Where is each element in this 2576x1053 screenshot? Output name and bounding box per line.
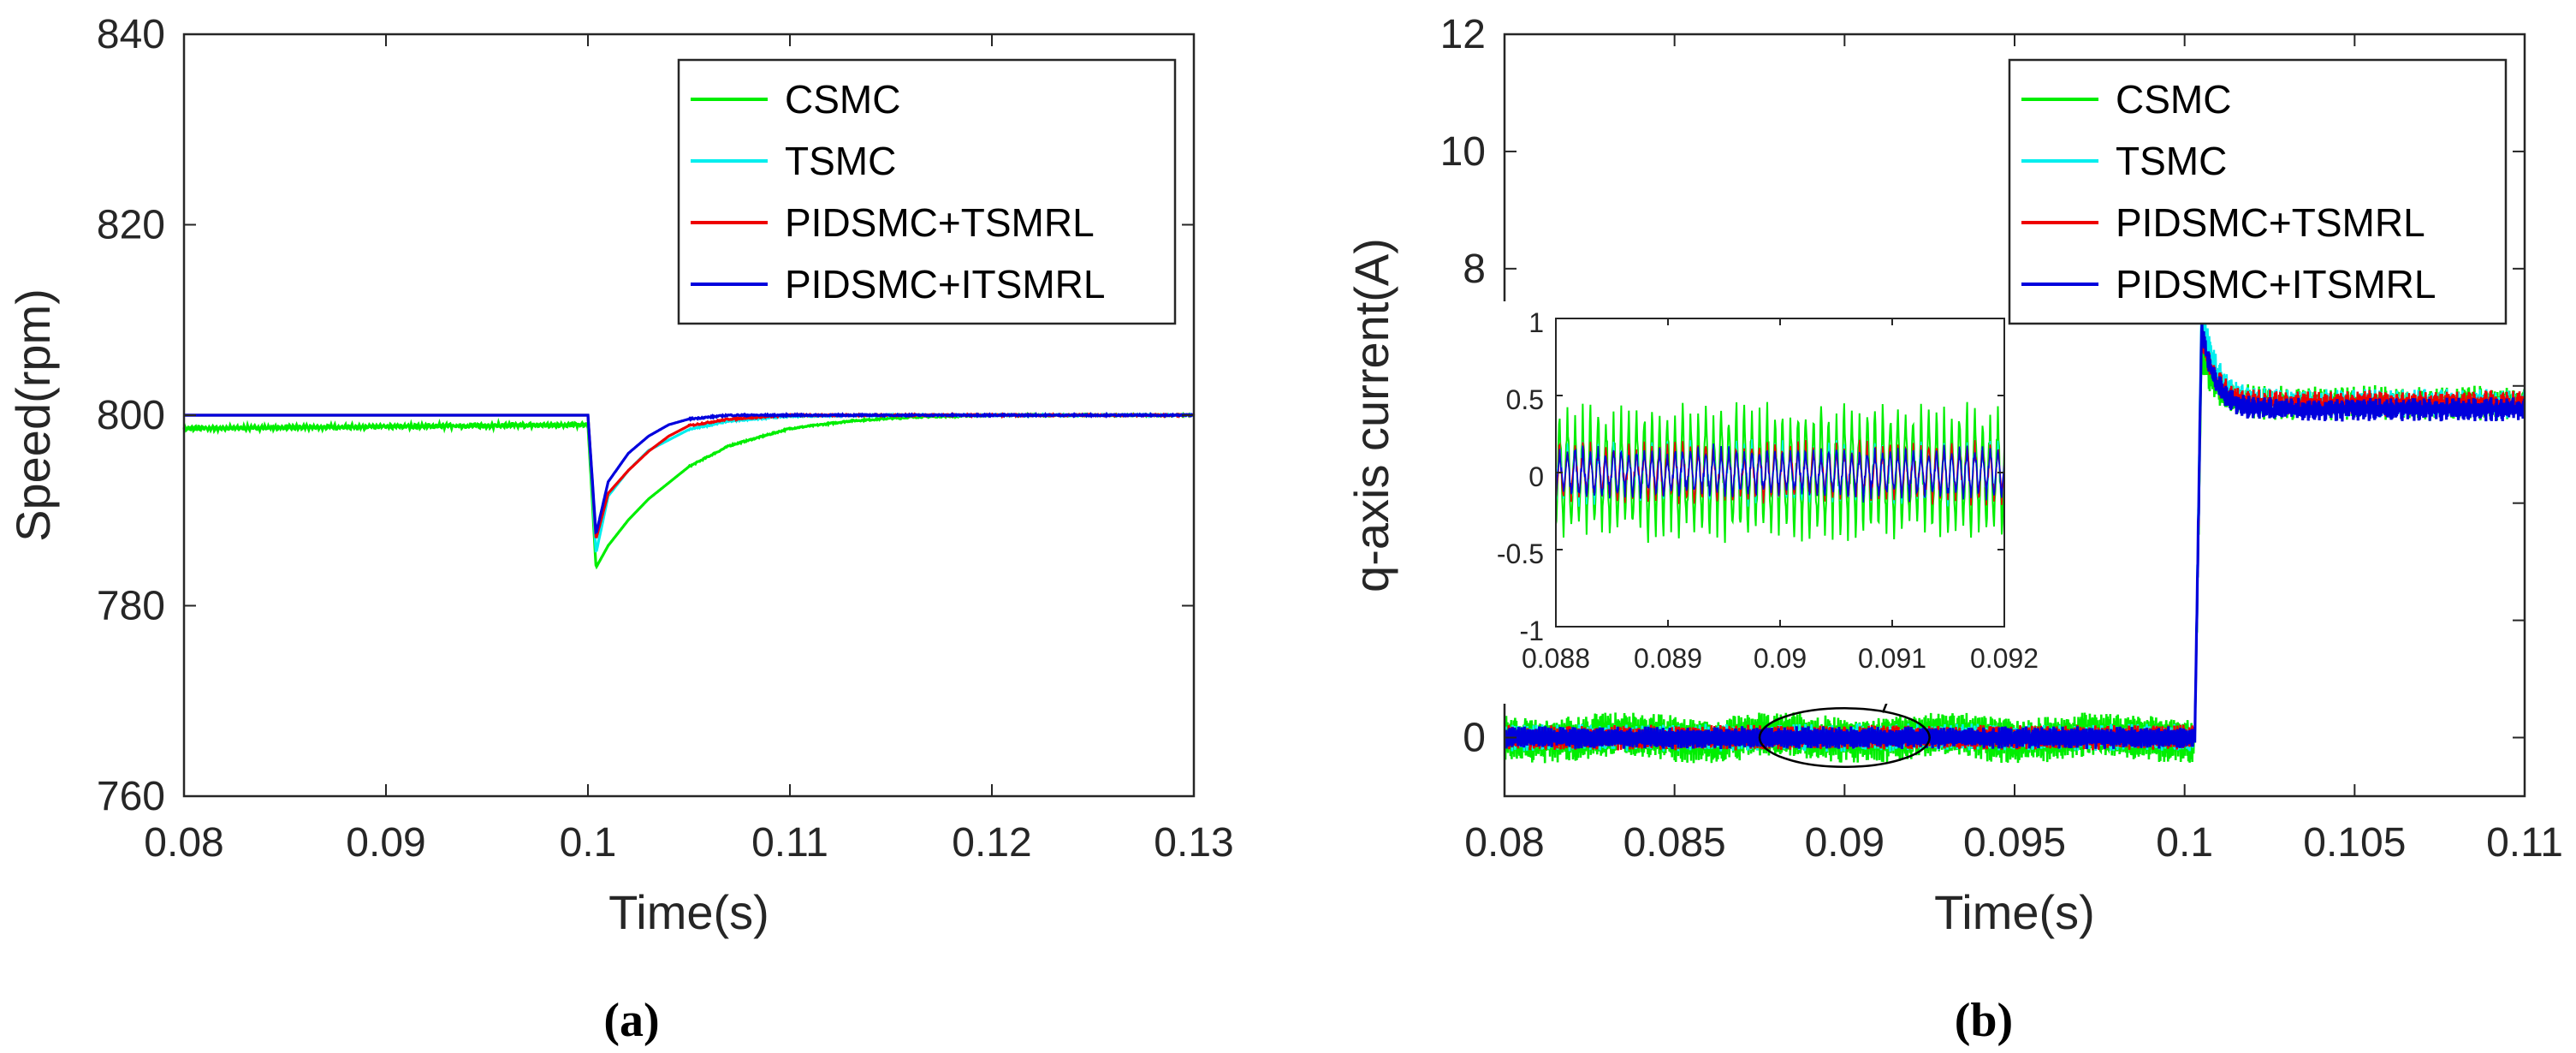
speed-legend-box — [677, 58, 1177, 325]
speed-x-tick-label: 0.12 — [952, 820, 1031, 866]
current-legend: CSMC TSMC PIDSMC+TSMRL PIDSMC+ITSMRL — [2008, 58, 2508, 325]
speed-x-tick-label: 0.09 — [346, 820, 425, 866]
speed-y-tick-label: 800 — [97, 393, 165, 438]
speed-x-axis-label: Time(s) — [608, 885, 769, 939]
current-x-tick-label: 0.085 — [1623, 820, 1726, 866]
inset-x-tick-label: 0.089 — [1634, 643, 1702, 674]
speed-x-tick-label: 0.11 — [751, 820, 828, 866]
panel-label-a: (a) — [603, 994, 659, 1047]
speed-plot-area — [182, 411, 1196, 570]
speed-x-tick-label: 0.08 — [144, 820, 223, 866]
inset-x-tick-label: 0.088 — [1522, 643, 1590, 674]
panel-label-b: (b) — [1955, 994, 2013, 1047]
current-x-tick-label: 0.095 — [1963, 820, 2066, 866]
speed-legend-label-pidsmc-itsmrl: PIDSMC+ITSMRL — [785, 262, 1105, 306]
current-x-tick-label: 0.09 — [1805, 820, 1885, 866]
current-legend-label-pidsmc-tsmrl: PIDSMC+TSMRL — [2116, 200, 2425, 245]
current-legend-label-tsmc: TSMC — [2116, 139, 2227, 183]
current-legend-label-csmc: CSMC — [2116, 77, 2231, 122]
speed-legend-label-csmc: CSMC — [785, 77, 900, 122]
panel-b: 0.080.0850.090.0950.10.1050.11024681012 … — [1344, 12, 2563, 1047]
speed-series-tsmc — [184, 412, 1195, 553]
speed-y-tick-label: 840 — [97, 12, 165, 57]
speed-y-tick-label: 780 — [97, 584, 165, 629]
zoom-region-ellipse — [1758, 707, 1931, 769]
speed-x-tick-label: 0.13 — [1154, 820, 1233, 866]
current-x-tick-label: 0.1 — [2156, 820, 2213, 866]
inset-series-pidsmc-itsmrl — [1556, 443, 2004, 503]
current-x-axis-label: Time(s) — [1934, 885, 2095, 939]
current-y-tick-label: 0 — [1463, 716, 1486, 761]
current-y-tick-label: 8 — [1463, 247, 1486, 292]
current-x-tick-label: 0.08 — [1464, 820, 1544, 866]
speed-x-tick-label: 0.1 — [560, 820, 617, 866]
inset-y-tick-label: 1 — [1528, 307, 1544, 338]
speed-y-axis-label: Speed(rpm) — [6, 289, 60, 542]
panel-a: 0.08 0.09 0.1 0.11 0.12 0.13 760 780 800 820 840 T… — [6, 12, 1234, 1047]
current-plot-area — [1505, 296, 2525, 764]
speed-legend-label-pidsmc-tsmrl: PIDSMC+TSMRL — [785, 200, 1095, 245]
speed-series-csmc — [182, 411, 1195, 570]
inset-x-tick-label: 0.092 — [1970, 643, 2039, 674]
speed-axis-ticks: 0.08 0.09 0.1 0.11 0.12 0.13 760 780 800 820 840 — [97, 12, 1234, 866]
speed-y-tick-label: 820 — [97, 203, 165, 248]
zoom-inset: 0.088 0.089 0.09 0.091 0.092 -1 -0.5 0 0.5 1 — [1453, 301, 2039, 704]
current-x-tick-label: 0.105 — [2303, 820, 2406, 866]
current-x-tick-label: 0.11 — [2486, 820, 2563, 866]
current-series-pidsmc-itsmrl — [1505, 323, 2525, 750]
inset-plot-area — [1556, 402, 2004, 544]
current-y-tick-label: 12 — [1440, 12, 1486, 57]
speed-y-tick-label: 760 — [97, 774, 165, 819]
inset-x-tick-label: 0.091 — [1858, 643, 1926, 674]
speed-series-pidsmc-itsmrl — [184, 411, 1195, 535]
inset-y-tick-label: -0.5 — [1497, 538, 1544, 569]
inset-y-tick-label: -1 — [1520, 616, 1544, 646]
speed-series-pidsmc-tsmrl — [184, 411, 1196, 538]
speed-legend-label-tsmc: TSMC — [785, 139, 896, 183]
current-y-axis-label: q-axis current(A) — [1344, 238, 1398, 592]
current-legend-label-pidsmc-itsmrl: PIDSMC+ITSMRL — [2116, 262, 2436, 306]
inset-y-tick-label: 0.5 — [1506, 384, 1544, 415]
current-legend-box — [2008, 58, 2508, 325]
speed-legend: CSMC TSMC PIDSMC+TSMRL PIDSMC+ITSMRL — [677, 58, 1177, 325]
inset-y-tick-label: 0 — [1528, 461, 1544, 492]
current-y-tick-label: 10 — [1440, 129, 1486, 175]
inset-x-tick-label: 0.09 — [1754, 643, 1807, 674]
current-series-pidsmc-tsmrl — [1505, 326, 2525, 751]
